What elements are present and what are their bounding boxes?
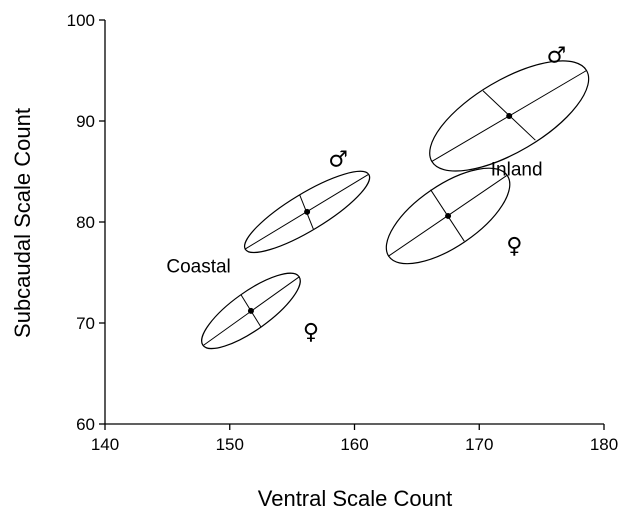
y-tick-label: 70 bbox=[76, 314, 95, 333]
coastal-female-centroid bbox=[247, 307, 254, 314]
inland-female-sex-symbol: ♀ bbox=[506, 234, 522, 259]
y-tick-label: 90 bbox=[76, 112, 95, 131]
x-axis-title: Ventral Scale Count bbox=[258, 486, 452, 511]
coastal-male-centroid bbox=[304, 208, 311, 215]
y-tick-label: 60 bbox=[76, 415, 95, 434]
annotation-coastal: Coastal bbox=[166, 257, 230, 278]
x-tick-label: 140 bbox=[91, 435, 119, 454]
x-tick-label: 180 bbox=[590, 435, 618, 454]
y-tick-label: 100 bbox=[67, 11, 95, 30]
x-tick-label: 150 bbox=[216, 435, 244, 454]
y-tick-label: 80 bbox=[76, 213, 95, 232]
coastal-female-sex-symbol: ♀ bbox=[303, 320, 319, 345]
inland-male-centroid bbox=[506, 112, 513, 119]
inland-female-centroid bbox=[445, 212, 452, 219]
coastal-male-sex-symbol: ♂ bbox=[328, 148, 348, 173]
x-tick-label: 170 bbox=[465, 435, 493, 454]
y-axis-title: Subcaudal Scale Count bbox=[10, 108, 35, 338]
annotation-inland: Inland bbox=[491, 160, 543, 181]
inland-male-sex-symbol: ♂ bbox=[547, 44, 567, 69]
x-tick-label: 160 bbox=[340, 435, 368, 454]
